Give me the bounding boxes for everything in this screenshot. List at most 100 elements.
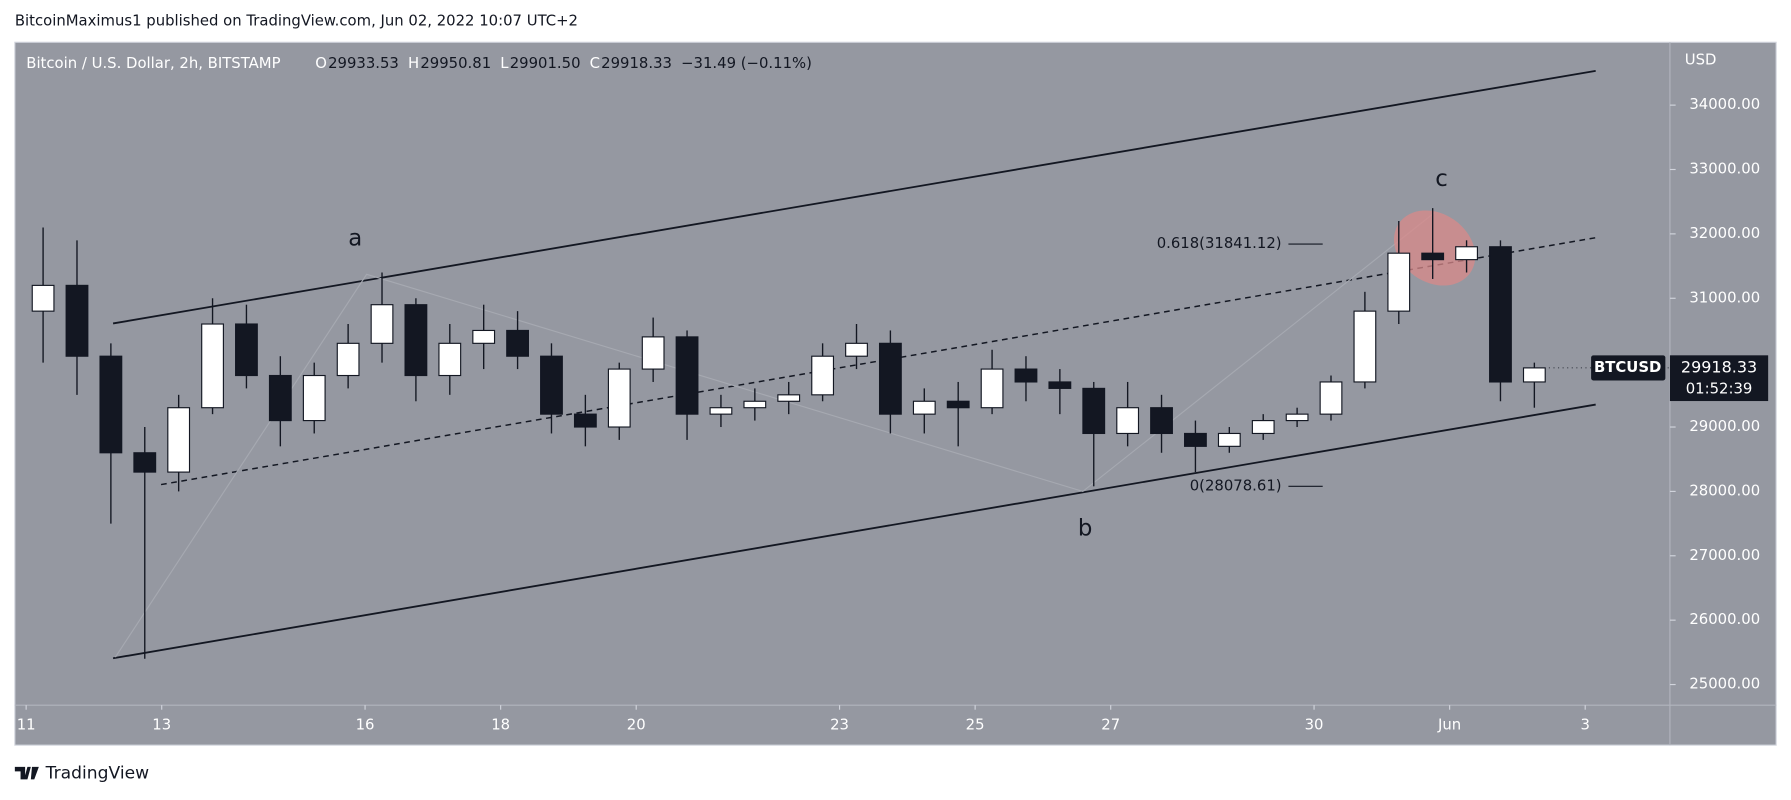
candle-body xyxy=(573,413,597,428)
candle-body xyxy=(268,374,292,422)
candle-body xyxy=(1455,246,1478,261)
candle-body xyxy=(1048,381,1072,389)
candle-body xyxy=(1184,432,1207,447)
x-tick-label: 18 xyxy=(491,716,510,734)
candle-body xyxy=(99,355,123,454)
y-tick-label: 26000.00 xyxy=(1689,610,1760,628)
x-tick-label: 11 xyxy=(17,716,36,734)
ohlc-legend: Bitcoin / U.S. Dollar, 2h, BITSTAMP O 299… xyxy=(26,54,812,72)
candle-body xyxy=(201,323,224,409)
candle-body xyxy=(777,394,801,402)
ohlc-key: O xyxy=(315,54,327,72)
ohlc-value: 29933.53 xyxy=(328,54,399,72)
ohlc-value: 29901.50 xyxy=(510,54,581,72)
y-tick-label: 29000.00 xyxy=(1689,417,1760,435)
ohlc-key: H xyxy=(408,54,419,72)
candle-body xyxy=(31,284,55,312)
symbol-tag-bg xyxy=(1591,355,1666,381)
x-tick-label: 13 xyxy=(152,716,171,734)
candle-body xyxy=(540,355,563,415)
symbol-tag: BTCUSD xyxy=(1594,358,1661,376)
x-tick-label: 16 xyxy=(356,716,375,734)
candle-body xyxy=(1082,387,1106,435)
highlight-ellipse xyxy=(1394,210,1476,286)
footer: TradingView xyxy=(14,764,149,784)
x-tick-label: 30 xyxy=(1305,716,1324,734)
candle-body xyxy=(336,342,360,377)
candle-body xyxy=(1353,310,1377,383)
fib-trend-line xyxy=(114,212,1435,658)
candle-body xyxy=(1014,368,1038,383)
ohlc-key: C xyxy=(590,54,600,72)
x-tick-label: Jun xyxy=(1437,716,1461,734)
candle-body xyxy=(912,400,936,415)
candle-body xyxy=(370,304,394,344)
ohlc-change: −31.49 (−0.11%) xyxy=(681,54,812,72)
candle-body xyxy=(472,329,496,344)
channel-lower xyxy=(112,403,1596,660)
candle-body xyxy=(1251,420,1275,435)
logo-icon xyxy=(14,766,39,780)
wave-label: c xyxy=(1435,166,1448,192)
ohlc-value: 29918.33 xyxy=(601,54,672,72)
ohlc-key: L xyxy=(500,54,509,72)
candle-body xyxy=(1217,432,1241,447)
candle-body xyxy=(506,329,530,357)
y-axis-label: USD xyxy=(1685,51,1717,69)
y-tick-label: 27000.00 xyxy=(1689,546,1760,564)
channel-mid xyxy=(160,236,1596,486)
wave-label: a xyxy=(348,225,362,251)
candle-body xyxy=(235,323,258,377)
brand: TradingView xyxy=(45,764,149,784)
candle-body xyxy=(1319,381,1343,415)
candle-body xyxy=(1387,252,1411,312)
channel-upper xyxy=(112,69,1596,325)
price-tag: 29918.33 xyxy=(1681,357,1757,376)
price-tag-bg xyxy=(1669,355,1769,402)
publish-header: BitcoinMaximus1 published on TradingView… xyxy=(15,12,578,30)
candle-body xyxy=(811,355,835,396)
candle-body xyxy=(878,342,902,415)
candle-body xyxy=(980,368,1004,409)
candle-body xyxy=(133,452,157,473)
x-tick-label: 27 xyxy=(1101,716,1120,734)
x-tick-label: 23 xyxy=(830,716,849,734)
candle-body xyxy=(65,284,89,357)
candle-body xyxy=(167,407,191,473)
y-tick-label: 31000.00 xyxy=(1689,288,1760,306)
candle-body xyxy=(675,336,699,415)
candle-body xyxy=(404,304,428,377)
candle-body xyxy=(1522,367,1546,383)
y-tick-label: 33000.00 xyxy=(1689,159,1760,177)
y-tick-label: 28000.00 xyxy=(1689,481,1760,499)
plot-area xyxy=(112,69,1596,660)
x-tick-label: 3 xyxy=(1580,716,1589,734)
candle-body xyxy=(743,400,767,409)
symbol-title: Bitcoin / U.S. Dollar, 2h, BITSTAMP xyxy=(26,54,280,72)
candle-body xyxy=(438,342,462,377)
fib-label: 0.618(31841.12) xyxy=(1157,234,1282,252)
candle-body xyxy=(1489,246,1512,383)
candle-body xyxy=(946,400,970,409)
candle-body xyxy=(607,368,631,428)
candles xyxy=(31,208,1546,659)
candle-body xyxy=(709,407,733,415)
candle-body xyxy=(1285,413,1309,422)
candle-body xyxy=(1116,407,1140,435)
candle-body xyxy=(845,342,868,357)
candle-body xyxy=(1421,252,1445,261)
countdown: 01:52:39 xyxy=(1686,380,1753,398)
x-tick-label: 20 xyxy=(627,716,646,734)
fib-label: 0(28078.61) xyxy=(1190,476,1282,494)
y-tick-label: 25000.00 xyxy=(1689,675,1760,693)
candle-body xyxy=(641,336,665,370)
candle-body xyxy=(302,374,326,422)
x-tick-label: 25 xyxy=(966,716,985,734)
wave-label: b xyxy=(1078,516,1093,542)
ohlc-value: 29950.81 xyxy=(420,54,491,72)
y-tick-label: 34000.00 xyxy=(1689,95,1760,113)
y-tick-label: 32000.00 xyxy=(1689,224,1760,242)
candle-body xyxy=(1150,407,1173,435)
